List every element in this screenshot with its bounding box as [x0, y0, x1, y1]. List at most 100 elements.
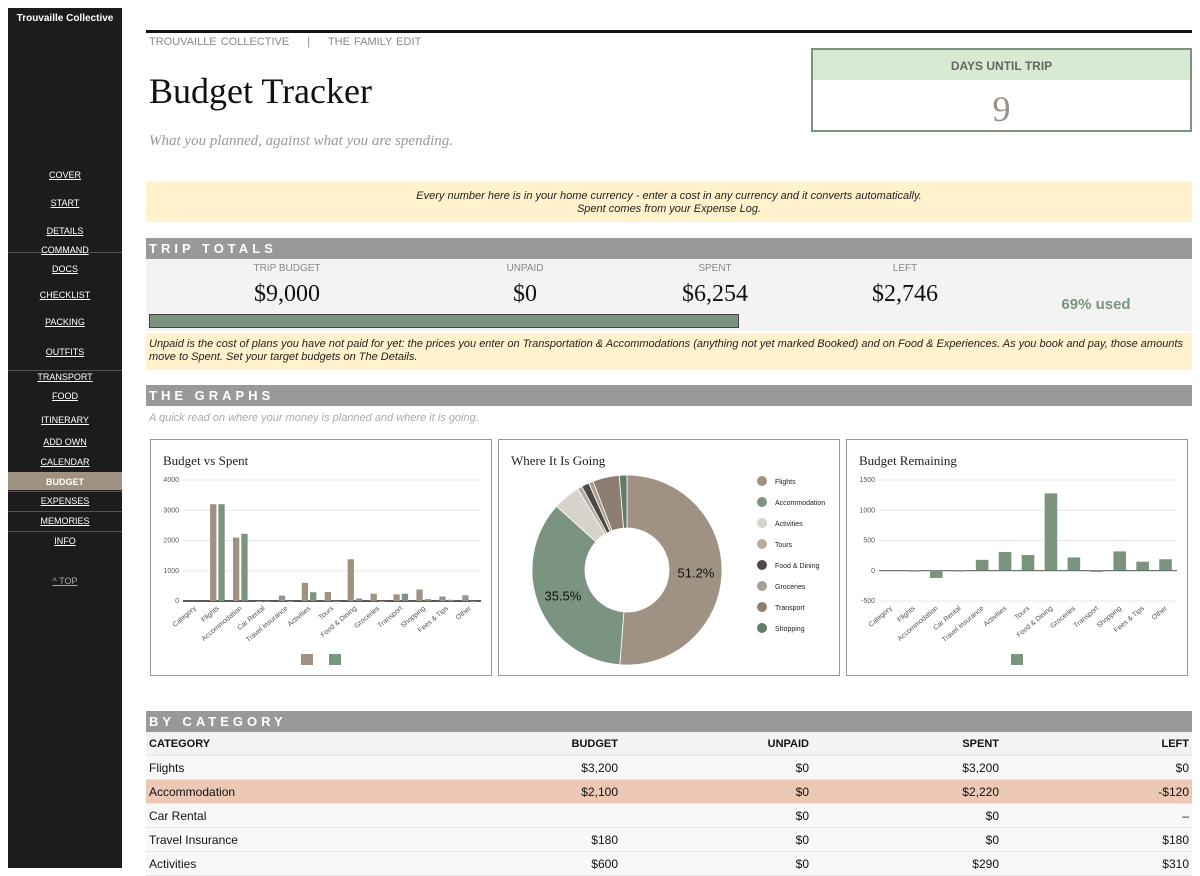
x-tick-label: Accommodation [201, 605, 244, 643]
bar [393, 594, 400, 601]
used-label: 69% used [1061, 296, 1131, 313]
bar [347, 559, 354, 601]
total-value: $2,746 [872, 281, 938, 307]
bar [447, 599, 454, 601]
x-tick-label: Travel Insurance [245, 605, 289, 644]
nav-separator [8, 491, 122, 492]
legend-swatch [757, 518, 767, 528]
x-tick-label: Other [455, 605, 473, 622]
cell: Accommodation [146, 779, 455, 804]
y-tick-label: 3000 [163, 507, 179, 514]
sidebar: Trouvaille Collective COVER START DETAILS C… [8, 8, 122, 868]
bar [287, 601, 294, 602]
legend-swatch [757, 476, 767, 486]
nav-link[interactable]: EXPENSES [40, 496, 90, 506]
bar [278, 595, 286, 601]
total-value: $0 [513, 281, 537, 307]
bar [1090, 570, 1104, 572]
cell: $2,220 [812, 779, 1002, 804]
nav-link[interactable]: CHECKLIST [39, 290, 91, 300]
nav-link[interactable]: INFO [54, 536, 76, 546]
y-tick-label: 1500 [859, 477, 875, 484]
nav-link[interactable]: FOOD [52, 391, 78, 401]
bar [333, 601, 340, 602]
x-tick-label: Activities [983, 605, 1009, 628]
table-row: Accommodation $2,100 $0 $2,220 -$120 [146, 779, 1192, 804]
nav-link[interactable]: TRANSPORT [37, 372, 93, 382]
table-row: Flights $3,200 $0 $3,200 $0 [146, 755, 1192, 780]
cell: Travel Insurance [146, 827, 455, 852]
top-link[interactable]: ^ TOP [52, 576, 78, 586]
notice-line: Every number here is in your home curren… [416, 190, 922, 202]
total-value: $9,000 [254, 281, 320, 307]
chart-title: Where It Is Going [511, 453, 606, 468]
legend-swatch [329, 654, 341, 665]
nav-link[interactable]: OUTFITS [45, 347, 85, 357]
section-heading: THE GRAPHS [146, 385, 1192, 406]
cell: $180 [455, 827, 621, 852]
cell: $290 [812, 851, 1002, 876]
total-label: TRIP BUDGET [253, 263, 321, 274]
data-label: 35.5% [544, 589, 581, 604]
y-tick-label: 500 [863, 538, 875, 545]
bar [310, 592, 317, 601]
nav-link[interactable]: START [50, 198, 80, 208]
cell: $0 [621, 779, 812, 804]
legend-swatch [757, 539, 767, 549]
nav-link[interactable]: DOCS [51, 264, 78, 274]
x-tick-label: Tours [318, 605, 336, 622]
cell: $0 [621, 827, 812, 852]
bar [424, 599, 431, 601]
cell: $3,200 [812, 755, 1002, 780]
pie-slice [619, 474, 723, 666]
y-tick-label: -500 [861, 598, 875, 605]
data-label: 51.2% [678, 566, 715, 581]
legend-swatch [757, 581, 767, 591]
legend-swatch [757, 623, 767, 633]
nav-link[interactable]: MEMORIES [40, 516, 90, 526]
nav-link[interactable]: ADD OWN [43, 437, 87, 447]
bar [1067, 557, 1081, 571]
bar [1159, 559, 1172, 571]
section-heading: BY CATEGORY [146, 711, 1192, 732]
bar [1021, 555, 1035, 571]
bar [378, 601, 386, 602]
nav-link[interactable]: COVER [48, 170, 81, 180]
x-tick-label: Tours [1014, 605, 1032, 622]
nav-link[interactable]: PACKING [45, 317, 85, 327]
bar [952, 570, 966, 572]
cell: $3,200 [455, 755, 621, 780]
cell: $0 [812, 827, 1002, 852]
pie-slice [618, 474, 628, 529]
table-row: Car Rental $0 $0– [146, 803, 1192, 828]
legend-label: Shopping [775, 626, 805, 633]
nav-link[interactable]: BUDGET [46, 477, 84, 487]
bar [998, 551, 1012, 571]
bar [241, 533, 248, 601]
cell [455, 803, 621, 828]
y-tick-label: 1000 [163, 568, 179, 575]
legend-swatch [757, 560, 767, 570]
legend-label: Flights [775, 479, 796, 486]
x-tick-label: Category [867, 605, 894, 629]
nav-link[interactable]: ITINERARY [41, 415, 89, 425]
column-header: LEFT [1002, 732, 1192, 756]
cell: – [1002, 803, 1192, 828]
crumb: THE FAMILY EDIT [327, 36, 422, 48]
legend-swatch [301, 654, 313, 665]
table-header: CATEGORY BUDGET UNPAID SPENT LEFT [146, 732, 1192, 756]
y-tick-label: 0 [175, 598, 179, 605]
crumb: TROUVAILLE COLLECTIVE [149, 36, 290, 48]
brand: Trouvaille Collective [16, 13, 114, 24]
legend-label: Accommodation [775, 500, 825, 507]
x-tick-label: Other [1151, 605, 1169, 622]
total-label: LEFT [892, 263, 918, 274]
notice-line: Spent comes from your Expense Log. [576, 203, 762, 215]
totals-panel: TRIP BUDGET $9,000 UNPAID $0 SPENT $6,254 LEFT… [146, 259, 1192, 331]
nav-link[interactable]: COMMAND [41, 245, 89, 255]
bar [907, 570, 920, 572]
x-tick-label: Flights [200, 605, 221, 624]
nav-link[interactable]: DETAILS [46, 226, 84, 236]
nav-link[interactable]: CALENDAR [40, 457, 90, 467]
x-tick-label: Accommodation [897, 605, 940, 643]
